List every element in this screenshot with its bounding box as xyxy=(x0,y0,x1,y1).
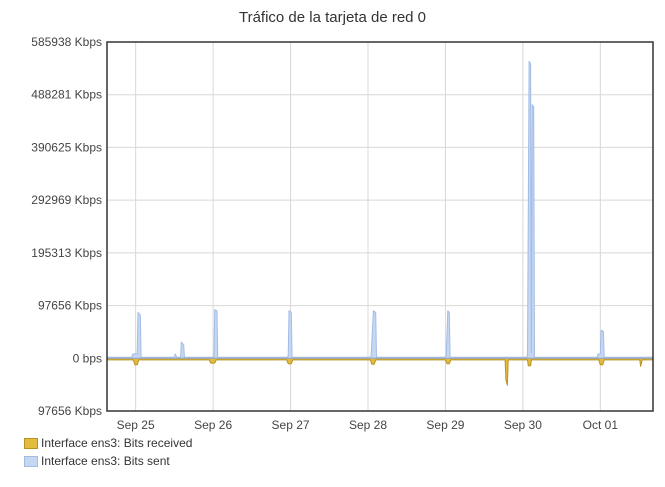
y-tick-label: 195313 Kbps xyxy=(31,246,102,260)
legend-label-sent: Interface ens3: Bits sent xyxy=(41,454,170,468)
x-tick-label: Sep 26 xyxy=(194,418,232,432)
y-tick-label: 97656 Kbps xyxy=(38,299,102,313)
chart-title: Tráfico de la tarjeta de red 0 xyxy=(238,9,427,26)
y-tick-label: 292969 Kbps xyxy=(31,193,102,207)
y-tick-label: 390625 Kbps xyxy=(31,140,102,154)
x-tick-label: Sep 25 xyxy=(117,418,155,432)
x-tick-label: Sep 30 xyxy=(504,418,542,432)
x-tick-label: Sep 27 xyxy=(272,418,310,432)
legend-label-received: Interface ens3: Bits received xyxy=(41,436,193,450)
grid-layer xyxy=(107,41,653,412)
series-area-received xyxy=(106,357,654,386)
series-layer xyxy=(106,60,654,386)
x-tick-label: Oct 01 xyxy=(583,418,619,432)
x-tick-label: Sep 29 xyxy=(426,418,464,432)
x-tick-label: Sep 28 xyxy=(349,418,387,432)
legend-item-received[interactable]: Interface ens3: Bits received xyxy=(24,434,192,452)
y-tick-label: 97656 Kbps xyxy=(38,404,102,418)
y-tick-label: 0 bps xyxy=(73,351,102,365)
legend-swatch-sent xyxy=(24,455,38,467)
chart-legend: Interface ens3: Bits received Interface … xyxy=(24,434,192,470)
label-layer: 585938 Kbps 488281 Kbps 390625 Kbps 292969 … xyxy=(31,35,618,432)
legend-item-sent[interactable]: Interface ens3: Bits sent xyxy=(24,452,192,470)
plot-frame xyxy=(106,41,654,412)
legend-swatch-received xyxy=(24,437,38,449)
series-area-sent xyxy=(106,60,654,359)
y-tick-label: 585938 Kbps xyxy=(31,35,102,49)
y-tick-label: 488281 Kbps xyxy=(31,88,102,102)
axis-layer xyxy=(106,41,654,412)
